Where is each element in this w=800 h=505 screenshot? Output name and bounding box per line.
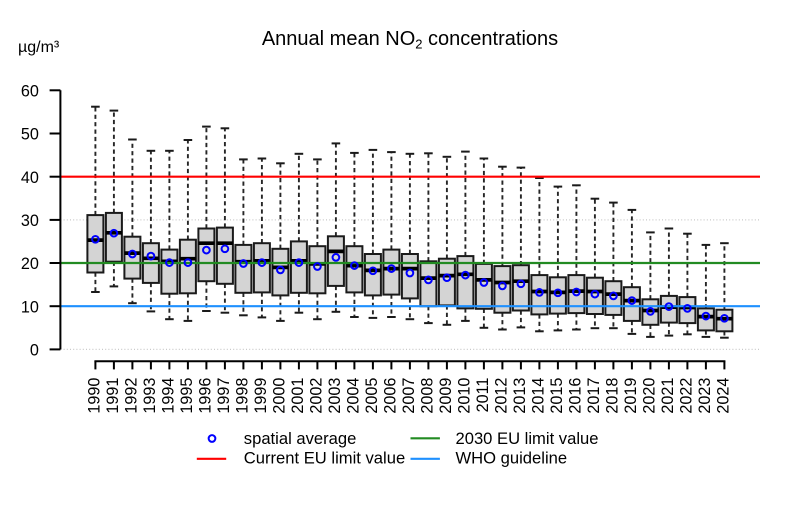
svg-text:Current EU limit value: Current EU limit value [244, 449, 405, 468]
svg-text:2001: 2001 [289, 378, 307, 414]
svg-text:2020: 2020 [641, 378, 659, 414]
svg-text:2013: 2013 [511, 378, 529, 414]
svg-text:2018: 2018 [604, 378, 622, 414]
svg-text:Annual mean NO2 concentrations: Annual mean NO2 concentrations [262, 28, 558, 51]
svg-text:2019: 2019 [622, 378, 640, 414]
svg-text:1993: 1993 [141, 378, 159, 414]
svg-text:40: 40 [21, 169, 39, 187]
svg-text:2022: 2022 [678, 378, 696, 414]
svg-text:2016: 2016 [567, 378, 585, 414]
svg-text:2024: 2024 [715, 378, 733, 414]
svg-text:2007: 2007 [400, 378, 418, 414]
svg-text:1992: 1992 [123, 378, 141, 414]
svg-text:50: 50 [21, 126, 39, 144]
svg-text:µg/m³: µg/m³ [18, 39, 60, 56]
svg-text:spatial average: spatial average [244, 429, 357, 448]
svg-text:2005: 2005 [363, 378, 381, 414]
svg-text:2015: 2015 [548, 378, 566, 414]
svg-text:2004: 2004 [345, 378, 363, 414]
svg-text:0: 0 [30, 342, 39, 360]
svg-text:2021: 2021 [659, 378, 677, 414]
svg-text:20: 20 [21, 255, 39, 273]
svg-text:2014: 2014 [530, 378, 548, 414]
svg-text:1998: 1998 [234, 378, 252, 414]
svg-text:30: 30 [21, 212, 39, 230]
svg-text:1991: 1991 [104, 378, 122, 414]
svg-text:2017: 2017 [585, 378, 603, 414]
svg-text:2008: 2008 [419, 378, 437, 414]
svg-text:2006: 2006 [382, 378, 400, 414]
svg-text:1999: 1999 [252, 378, 270, 414]
svg-text:1996: 1996 [197, 378, 215, 414]
svg-text:2009: 2009 [437, 378, 455, 414]
svg-text:2000: 2000 [271, 378, 289, 414]
svg-text:1995: 1995 [178, 378, 196, 414]
svg-text:2010: 2010 [456, 378, 474, 414]
svg-text:2002: 2002 [308, 378, 326, 414]
svg-text:2011: 2011 [474, 378, 492, 413]
svg-text:2012: 2012 [493, 378, 511, 414]
svg-text:2030 EU limit value: 2030 EU limit value [456, 429, 599, 448]
svg-text:2023: 2023 [696, 378, 714, 414]
svg-text:2003: 2003 [326, 378, 344, 414]
svg-text:1994: 1994 [160, 378, 178, 414]
svg-text:WHO guideline: WHO guideline [456, 449, 568, 468]
svg-text:1997: 1997 [215, 378, 233, 414]
svg-text:10: 10 [21, 298, 39, 316]
svg-text:60: 60 [21, 82, 39, 100]
svg-text:1990: 1990 [86, 378, 104, 414]
